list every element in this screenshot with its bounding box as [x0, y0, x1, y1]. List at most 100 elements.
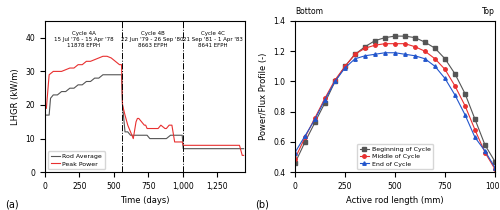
Peak Power — [67, 67, 73, 69]
Rod Average — [212, 147, 218, 150]
End of Cycle — [362, 55, 368, 57]
Peak Power — [142, 124, 148, 126]
Beginning of Cycle — [292, 162, 298, 164]
Rod Average — [172, 134, 177, 136]
Middle of Cycle — [442, 68, 448, 71]
Beginning of Cycle — [302, 141, 308, 143]
End of Cycle — [382, 51, 388, 54]
Middle of Cycle — [302, 136, 308, 139]
Middle of Cycle — [472, 129, 478, 131]
End of Cycle — [342, 67, 348, 69]
End of Cycle — [352, 58, 358, 60]
Middle of Cycle — [292, 157, 298, 160]
Peak Power — [100, 55, 106, 58]
Middle of Cycle — [452, 85, 458, 87]
Text: Bottom: Bottom — [295, 8, 323, 16]
Beginning of Cycle — [412, 36, 418, 39]
Text: (a): (a) — [5, 200, 18, 210]
Beginning of Cycle — [392, 35, 398, 37]
Beginning of Cycle — [442, 58, 448, 60]
Middle of Cycle — [482, 151, 488, 154]
Beginning of Cycle — [482, 144, 488, 146]
Middle of Cycle — [382, 42, 388, 45]
Peak Power — [169, 124, 175, 126]
Beginning of Cycle — [462, 92, 468, 95]
Peak Power — [42, 107, 48, 110]
Beginning of Cycle — [312, 121, 318, 123]
Text: Top: Top — [482, 8, 495, 16]
Peak Power — [152, 127, 158, 130]
Line: Rod Average: Rod Average — [45, 75, 244, 149]
Middle of Cycle — [322, 97, 328, 99]
Middle of Cycle — [402, 42, 408, 45]
Beginning of Cycle — [362, 45, 368, 48]
X-axis label: Time (days): Time (days) — [120, 197, 170, 205]
End of Cycle — [332, 80, 338, 83]
End of Cycle — [302, 135, 308, 137]
Middle of Cycle — [412, 45, 418, 48]
Peak Power — [239, 154, 245, 157]
Beginning of Cycle — [332, 80, 338, 83]
Rod Average — [88, 80, 94, 83]
Y-axis label: LHGR (kW/m): LHGR (kW/m) — [11, 68, 20, 125]
Middle of Cycle — [392, 42, 398, 45]
Rod Average — [100, 74, 106, 76]
Peak Power — [133, 121, 139, 123]
Line: Peak Power: Peak Power — [45, 56, 244, 155]
Line: End of Cycle: End of Cycle — [294, 51, 496, 169]
Line: Middle of Cycle: Middle of Cycle — [294, 42, 496, 171]
Beginning of Cycle — [322, 101, 328, 104]
Text: Cycle 4A
15 Jul '76 - 15 Apr '78
11878 EFPH: Cycle 4A 15 Jul '76 - 15 Apr '78 11878 E… — [54, 31, 114, 48]
End of Cycle — [432, 65, 438, 68]
Rod Average — [180, 147, 186, 150]
Rod Average — [84, 80, 89, 83]
End of Cycle — [452, 94, 458, 96]
Text: (b): (b) — [255, 200, 269, 210]
Beginning of Cycle — [352, 53, 358, 55]
Peak Power — [240, 154, 246, 157]
Peak Power — [166, 124, 172, 126]
Beginning of Cycle — [472, 118, 478, 121]
End of Cycle — [462, 113, 468, 116]
Rod Average — [42, 114, 48, 116]
End of Cycle — [482, 150, 488, 152]
End of Cycle — [372, 53, 378, 55]
End of Cycle — [312, 118, 318, 121]
X-axis label: Active rod length (mm): Active rod length (mm) — [346, 197, 444, 205]
End of Cycle — [442, 77, 448, 80]
Beginning of Cycle — [382, 36, 388, 39]
Middle of Cycle — [352, 53, 358, 55]
Beginning of Cycle — [452, 73, 458, 75]
Middle of Cycle — [362, 47, 368, 50]
Legend: Beginning of Cycle, Middle of Cycle, End of Cycle: Beginning of Cycle, Middle of Cycle, End… — [357, 144, 433, 169]
Beginning of Cycle — [432, 47, 438, 50]
Beginning of Cycle — [422, 41, 428, 43]
Middle of Cycle — [432, 58, 438, 60]
End of Cycle — [422, 58, 428, 60]
Middle of Cycle — [422, 50, 428, 52]
Middle of Cycle — [462, 104, 468, 107]
Legend: Rod Average, Peak Power: Rod Average, Peak Power — [48, 151, 105, 169]
Middle of Cycle — [312, 117, 318, 119]
Rod Average — [240, 147, 246, 150]
Beginning of Cycle — [492, 160, 498, 163]
Y-axis label: Power/Flux Profile (-): Power/Flux Profile (-) — [258, 53, 268, 140]
End of Cycle — [412, 55, 418, 57]
Beginning of Cycle — [402, 35, 408, 37]
End of Cycle — [472, 136, 478, 139]
End of Cycle — [402, 53, 408, 55]
Middle of Cycle — [342, 65, 348, 68]
Rod Average — [187, 147, 193, 150]
End of Cycle — [322, 98, 328, 101]
End of Cycle — [292, 151, 298, 154]
Middle of Cycle — [492, 168, 498, 171]
Rod Average — [232, 147, 238, 150]
End of Cycle — [392, 51, 398, 54]
Middle of Cycle — [332, 79, 338, 81]
Line: Beginning of Cycle: Beginning of Cycle — [294, 34, 496, 165]
Beginning of Cycle — [372, 39, 378, 42]
End of Cycle — [492, 166, 498, 169]
Beginning of Cycle — [342, 65, 348, 68]
Middle of Cycle — [372, 44, 378, 46]
Text: Cycle 4C
21 Sep '81 - 1 Apr '83
8641 EFPH: Cycle 4C 21 Sep '81 - 1 Apr '83 8641 EFP… — [184, 31, 243, 48]
